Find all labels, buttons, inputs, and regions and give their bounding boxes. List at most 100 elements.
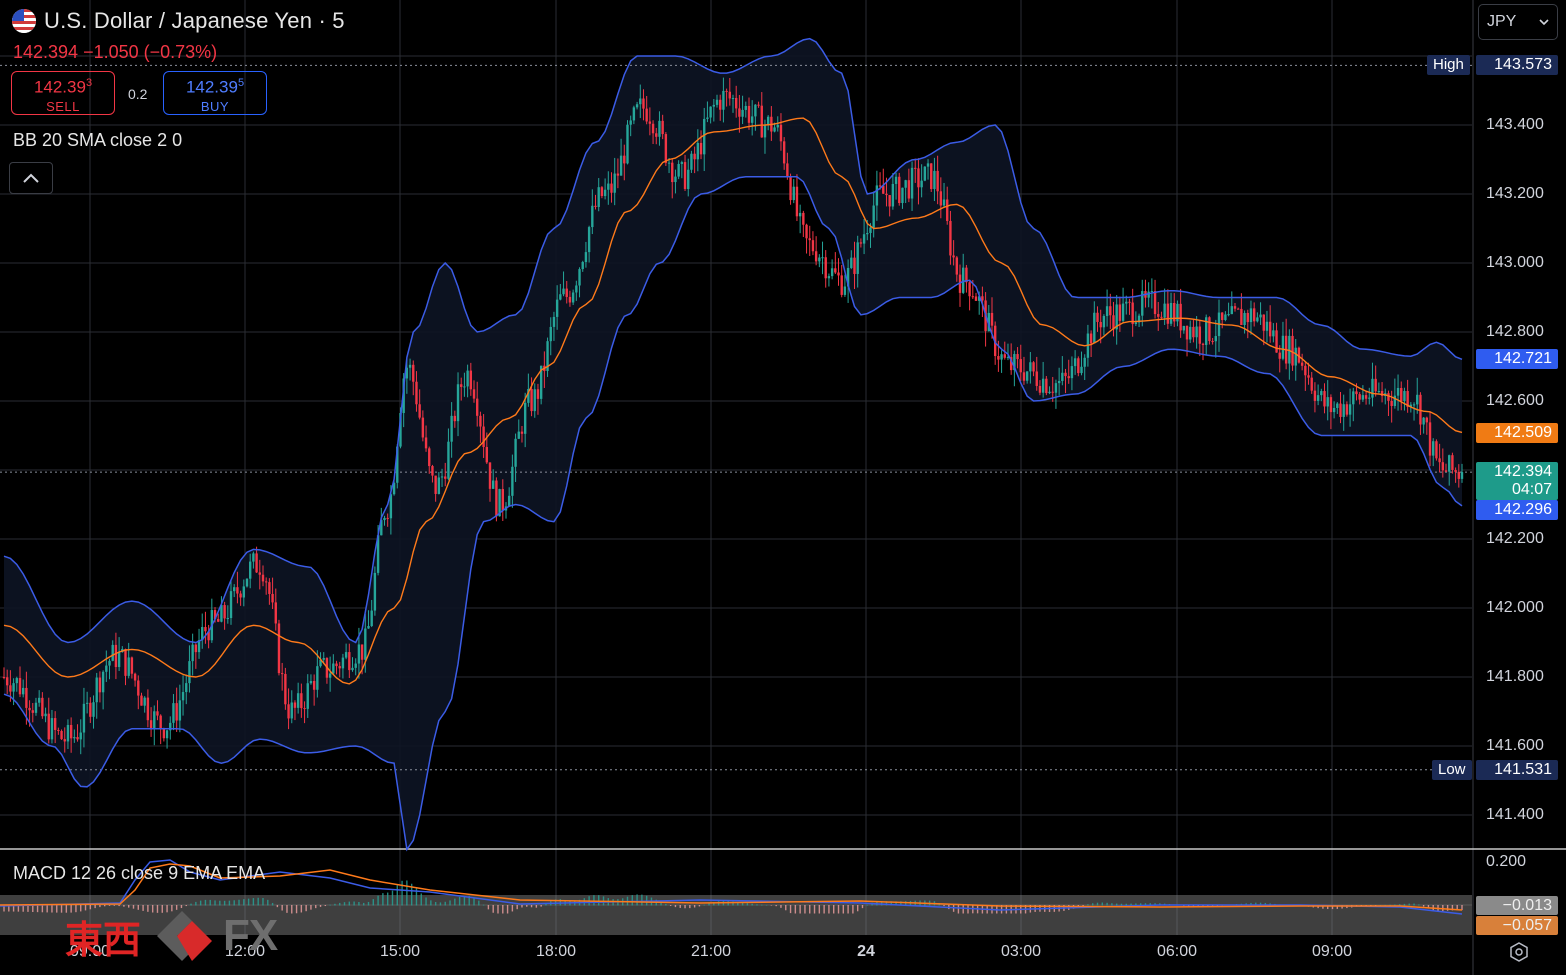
macd-histogram-bar bbox=[401, 880, 403, 906]
candle-up bbox=[1176, 303, 1179, 322]
candle-down bbox=[971, 296, 975, 298]
macd-histogram-bar bbox=[1389, 904, 1391, 906]
candle-down bbox=[280, 673, 284, 675]
macd-indicator-label[interactable]: MACD 12 26 close 9 EMA EMA bbox=[13, 863, 266, 883]
candle-up bbox=[185, 683, 188, 693]
macd-histogram-bar bbox=[516, 905, 518, 910]
sell-button[interactable]: 142.393 SELL bbox=[11, 71, 115, 115]
candle-up bbox=[408, 364, 412, 368]
candle-up bbox=[798, 212, 802, 217]
candle-up bbox=[584, 252, 588, 263]
candle-down bbox=[1262, 314, 1265, 331]
macd-histogram-bar bbox=[1461, 905, 1463, 911]
candle-down bbox=[1220, 312, 1224, 320]
us-flag-icon bbox=[12, 9, 36, 33]
low-tag: Low bbox=[1432, 760, 1472, 780]
macd-histogram-bar bbox=[310, 905, 312, 910]
candle-up bbox=[1150, 291, 1154, 293]
candle-up bbox=[1182, 325, 1186, 331]
currency-select[interactable]: JPY bbox=[1478, 4, 1558, 40]
macd-histogram-bar bbox=[1398, 904, 1401, 906]
macd-histogram-bar bbox=[1413, 903, 1415, 906]
candle-up bbox=[169, 722, 172, 731]
macd-histogram-bar bbox=[900, 901, 902, 906]
candle-up bbox=[942, 199, 946, 206]
candle-down bbox=[738, 108, 741, 117]
macd-histogram-bar bbox=[756, 904, 758, 906]
price-tick: 143.400 bbox=[1486, 116, 1544, 133]
candle-down bbox=[460, 384, 463, 387]
macd-histogram-bar bbox=[65, 905, 68, 913]
candle-up bbox=[744, 105, 747, 110]
candle-down bbox=[348, 652, 351, 671]
bb-indicator-label[interactable]: BB 20 SMA close 2 0 bbox=[13, 130, 183, 150]
macd-histogram-bar bbox=[175, 905, 178, 910]
macd-histogram-bar bbox=[545, 903, 547, 906]
candle-down bbox=[495, 480, 498, 517]
candle-up bbox=[373, 572, 377, 611]
macd-histogram-bar bbox=[108, 905, 111, 906]
macd-histogram-bar bbox=[89, 905, 92, 910]
macd-histogram-bar bbox=[204, 899, 207, 906]
macd-histogram-bar bbox=[866, 904, 868, 906]
macd-histogram-bar bbox=[319, 905, 322, 907]
candle-down bbox=[124, 649, 127, 676]
macd-histogram-bar bbox=[439, 902, 442, 906]
candle-down bbox=[1246, 312, 1249, 323]
candle-down bbox=[1201, 343, 1205, 345]
candle-up bbox=[722, 90, 725, 110]
macd-histogram-bar bbox=[478, 900, 480, 906]
candle-up bbox=[872, 205, 875, 228]
macd-histogram-bar bbox=[223, 900, 226, 906]
candle-down bbox=[840, 275, 843, 295]
sell-price: 142.39 bbox=[33, 77, 86, 97]
candle-down bbox=[1166, 303, 1170, 324]
collapse-indicators-button[interactable] bbox=[9, 162, 53, 194]
macd-histogram-bar bbox=[1087, 904, 1089, 906]
candle-up bbox=[1265, 321, 1269, 331]
candle-down bbox=[990, 312, 994, 326]
watermark-cn-text: 東西 bbox=[65, 917, 142, 962]
low-value-label: 141.531 bbox=[1476, 760, 1558, 780]
symbol-header[interactable]: U.S. Dollar / Japanese Yen · 5 bbox=[12, 8, 345, 34]
candle-up bbox=[105, 665, 108, 672]
candle-down bbox=[261, 574, 265, 582]
candle-down bbox=[63, 739, 66, 742]
candle-down bbox=[1268, 321, 1272, 337]
candle-up bbox=[613, 173, 616, 193]
candle-up bbox=[389, 494, 393, 519]
candle-up bbox=[763, 124, 767, 138]
macd-histogram-bar bbox=[219, 900, 221, 906]
macd-histogram-bar bbox=[75, 905, 77, 913]
candle-down bbox=[530, 388, 533, 412]
macd-histogram-bar bbox=[185, 905, 187, 907]
candle-down bbox=[213, 610, 217, 620]
candle-up bbox=[127, 657, 130, 676]
candle-up bbox=[766, 116, 770, 125]
candle-up bbox=[172, 703, 175, 723]
macd-histogram-bar bbox=[761, 904, 763, 906]
bb-upper-line bbox=[3, 37, 1463, 644]
settings-icon[interactable] bbox=[1508, 941, 1530, 963]
candle-down bbox=[255, 553, 258, 573]
candle-up bbox=[549, 326, 552, 342]
macd-histogram-bar bbox=[890, 901, 892, 906]
candle-down bbox=[258, 572, 261, 575]
candle-up bbox=[933, 170, 936, 190]
candle-down bbox=[1128, 301, 1131, 303]
candle-down bbox=[882, 185, 885, 194]
candle-up bbox=[910, 167, 914, 199]
macd-histogram-bar bbox=[511, 905, 514, 912]
candle-down bbox=[520, 431, 524, 434]
candle-down bbox=[76, 737, 79, 740]
candle-down bbox=[236, 587, 239, 594]
candle-up bbox=[578, 269, 581, 286]
candle-down bbox=[264, 581, 268, 583]
candle-down bbox=[1358, 394, 1361, 400]
macd-histogram-bar bbox=[732, 901, 734, 906]
candle-down bbox=[472, 389, 476, 399]
candle-down bbox=[434, 475, 437, 494]
buy-button[interactable]: 142.395 BUY bbox=[163, 71, 267, 115]
candle-down bbox=[223, 605, 226, 619]
